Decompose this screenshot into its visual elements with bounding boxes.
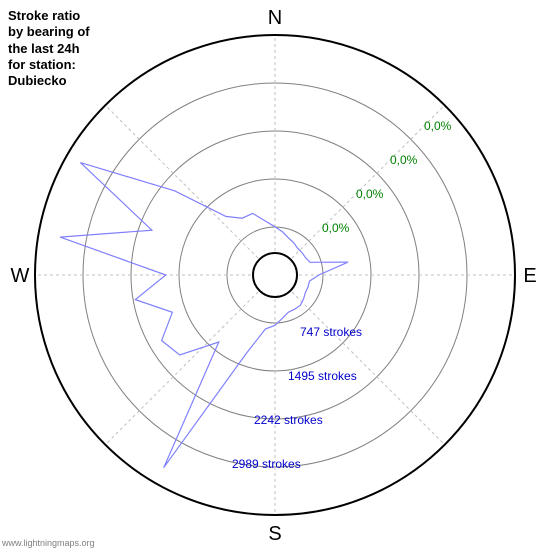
ring-strokes-label-3: 2989 strokes bbox=[232, 457, 301, 471]
ring-pct-label-1: 0,0% bbox=[356, 187, 384, 201]
cardinal-n: N bbox=[268, 7, 282, 29]
ring-strokes-label-0: 747 strokes bbox=[300, 325, 362, 339]
polar-chart: N E S W 0,0% 0,0% 0,0% 0,0% 747 strokes 1495 stro… bbox=[0, 0, 550, 550]
footer-credit: www.lightningmaps.org bbox=[2, 538, 95, 548]
ring-pct-label-2: 0,0% bbox=[390, 153, 418, 167]
cardinal-w: W bbox=[11, 265, 30, 287]
ring-strokes-label-1: 1495 strokes bbox=[288, 369, 357, 383]
center-disc bbox=[253, 253, 297, 297]
ring-pct-label-0: 0,0% bbox=[322, 221, 350, 235]
ring-pct-label-3: 0,0% bbox=[424, 119, 452, 133]
cardinal-s: S bbox=[268, 523, 281, 545]
cardinal-e: E bbox=[523, 265, 536, 287]
ring-strokes-label-2: 2242 strokes bbox=[254, 413, 323, 427]
